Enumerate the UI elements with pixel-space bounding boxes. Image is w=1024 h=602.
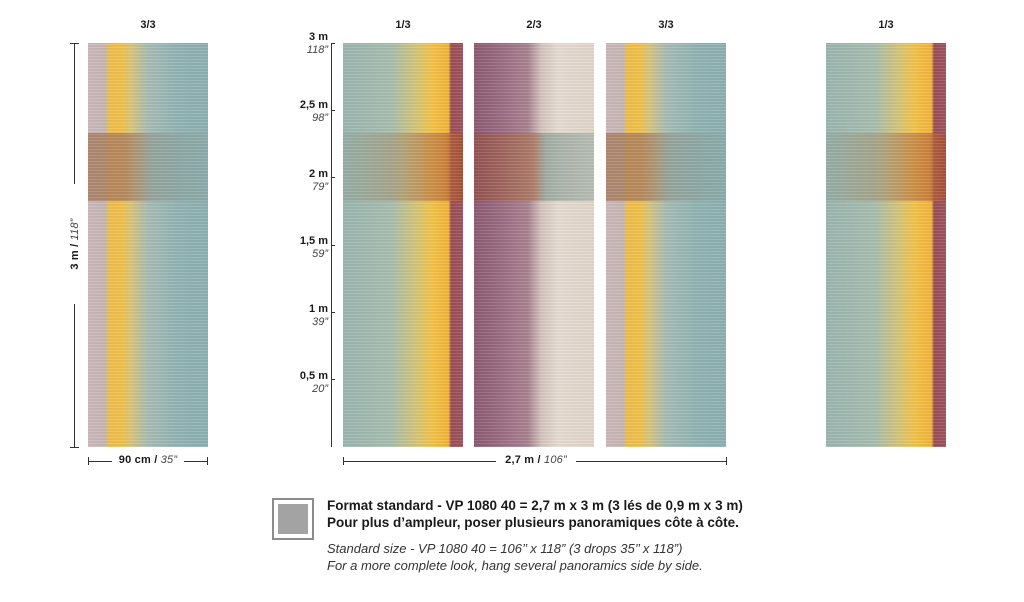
caption-en-line2: For a more complete look, hang several p… [327,558,703,573]
single-height-label: 3 m / 118” [69,184,81,304]
scale-label-2m: 2 m 79” [309,168,328,193]
panel-label-extra: 1/3 [878,19,894,31]
format-swatch-icon [272,498,314,540]
caption-en-line1: Standard size - VP 1080 40 = 106’’ x 118… [327,541,683,556]
single-width-label: 90 cm / 35” [112,454,184,466]
scale-label-1-5m: 1,5 m 59” [299,235,328,260]
scale-label-0-5m: 0,5 m 20” [299,370,328,395]
scale-label-3m: 3 m 118” [306,31,328,56]
wallpaper-drop-3 [606,43,726,447]
panel-label-drop-3: 3/3 [658,19,674,31]
total-width-label: 2,7 m / 106” [496,454,576,466]
scale-label-1m: 1 m 39” [309,303,328,328]
panel-label-drop-1: 1/3 [395,19,411,31]
caption-fr-line1: Format standard - VP 1080 40 = 2,7 m x 3… [327,498,743,513]
wallpaper-drop-1 [343,43,463,447]
panel-label-single: 3/3 [140,19,156,31]
panel-label-drop-2: 2/3 [526,19,542,31]
wallpaper-drop-2 [474,43,594,447]
wallpaper-drop-extra [826,43,946,447]
wallpaper-drop-single [88,43,208,447]
caption-fr-line2: Pour plus d’ampleur, poser plusieurs pan… [327,515,739,530]
scale-label-2-5m: 2,5 m 98” [299,99,328,124]
